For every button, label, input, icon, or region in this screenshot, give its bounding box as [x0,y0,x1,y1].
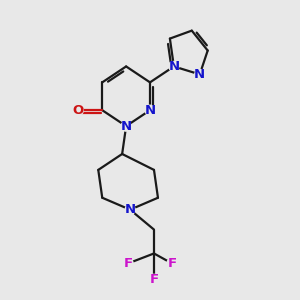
Circle shape [195,69,205,80]
Circle shape [169,61,179,71]
Circle shape [149,274,159,284]
Circle shape [121,121,131,131]
Text: N: N [168,60,179,73]
Text: N: N [121,120,132,133]
Text: N: N [124,203,136,216]
Text: F: F [149,273,158,286]
Circle shape [123,258,133,268]
Text: N: N [144,104,156,117]
Text: N: N [194,68,205,81]
Circle shape [74,105,83,115]
Text: F: F [167,257,176,270]
Text: F: F [124,257,133,270]
Circle shape [145,105,155,115]
Text: O: O [73,104,84,117]
Circle shape [125,205,135,215]
Circle shape [167,258,177,268]
